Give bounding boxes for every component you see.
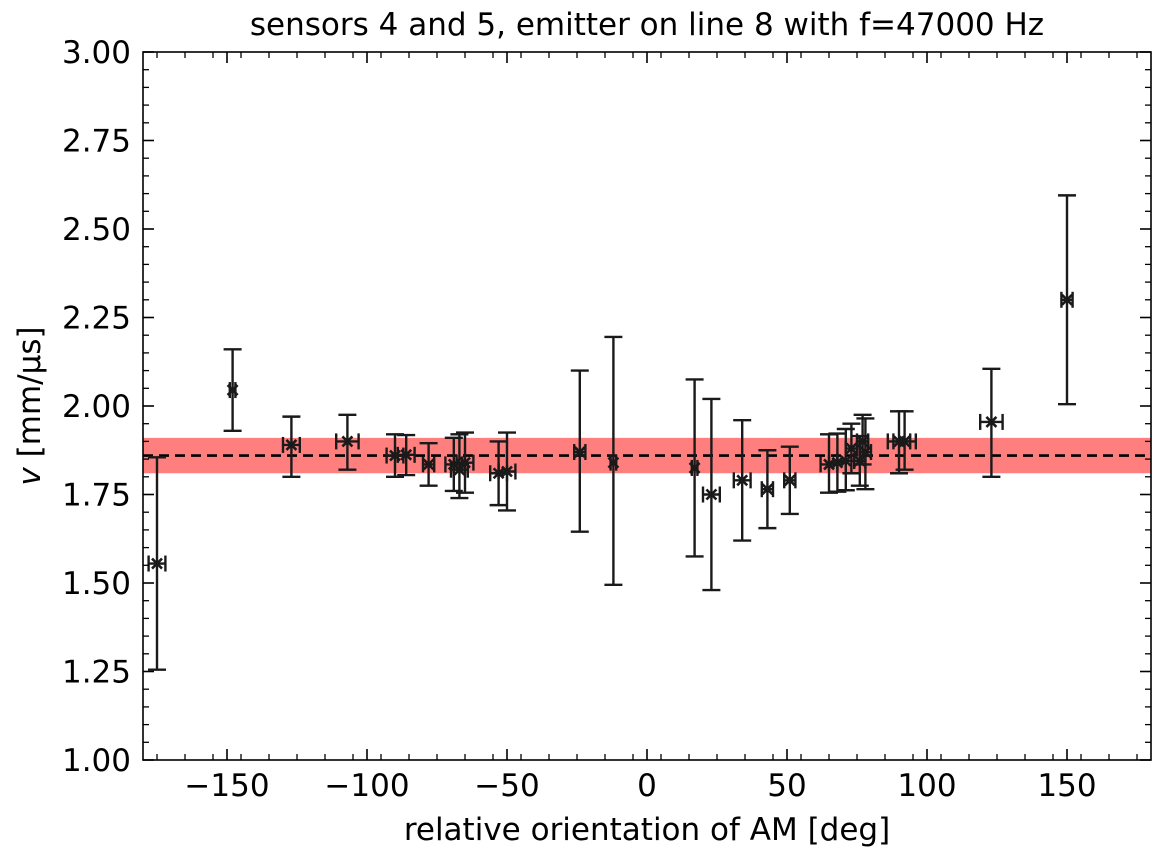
data-point-18 <box>780 445 799 516</box>
x-marker <box>341 435 354 448</box>
data-point-13 <box>604 335 623 586</box>
x-marker <box>705 488 718 501</box>
y-axis-label: v [mm/μs] <box>12 326 48 485</box>
data-point-9 <box>455 431 475 494</box>
data-point-15 <box>701 397 721 592</box>
x-tick-label: 50 <box>767 768 806 804</box>
x-marker <box>226 384 239 396</box>
x-axis-label: relative orientation of AM [deg] <box>404 812 890 848</box>
x-marker <box>761 483 774 496</box>
x-marker <box>898 435 911 448</box>
data-point-27 <box>892 410 917 471</box>
x-tick-label: 100 <box>897 768 956 804</box>
data-point-12 <box>570 369 589 533</box>
x-marker <box>285 439 298 451</box>
data-point-0 <box>147 456 167 671</box>
x-marker <box>151 557 163 570</box>
x-marker <box>839 454 852 467</box>
data-point-14 <box>685 378 704 558</box>
data-point-2 <box>281 415 301 478</box>
plot-frame <box>142 51 1152 761</box>
data-point-3 <box>335 413 360 471</box>
x-marker <box>736 474 749 487</box>
data-point-6 <box>419 441 438 487</box>
y-axis-unit: [mm/μs] <box>12 326 48 457</box>
x-tick-label: 150 <box>1037 768 1096 804</box>
x-marker <box>400 448 413 461</box>
x-marker <box>1061 293 1073 306</box>
y-tick-label: 2.25 <box>62 301 131 337</box>
data-point-25 <box>856 417 875 491</box>
y-tick-label: 1.00 <box>62 743 131 779</box>
x-tick-label: −150 <box>184 768 269 804</box>
data-point-1 <box>223 348 242 432</box>
y-tick-label: 2.75 <box>62 124 131 160</box>
y-tick-label: 1.75 <box>62 478 131 514</box>
data-point-11 <box>497 431 517 512</box>
x-marker <box>985 416 998 428</box>
x-marker <box>607 456 620 469</box>
data-point-16 <box>732 418 752 542</box>
y-tick-label: 1.25 <box>62 655 131 691</box>
y-tick-label: 3.00 <box>62 35 131 71</box>
y-tick-label: 2.50 <box>62 212 131 248</box>
x-tick-label: −50 <box>474 768 539 804</box>
data-point-29 <box>1058 194 1076 406</box>
data-point-17 <box>758 449 777 530</box>
x-marker <box>501 465 513 478</box>
x-marker <box>859 446 872 458</box>
x-tick-label: −100 <box>324 768 409 804</box>
x-marker <box>688 462 701 474</box>
data-point-28 <box>979 367 1004 478</box>
y-tick-label: 1.50 <box>62 566 131 602</box>
chart-title: sensors 4 and 5, emitter on line 8 with … <box>250 7 1044 43</box>
x-marker <box>459 456 471 469</box>
x-marker <box>573 446 586 458</box>
x-tick-label: 0 <box>637 768 657 804</box>
x-marker <box>783 474 796 487</box>
y-tick-label: 2.00 <box>62 389 131 425</box>
y-axis-variable: v <box>12 467 48 486</box>
data-point-5 <box>396 433 416 477</box>
x-marker <box>845 442 858 455</box>
x-marker <box>422 458 435 471</box>
